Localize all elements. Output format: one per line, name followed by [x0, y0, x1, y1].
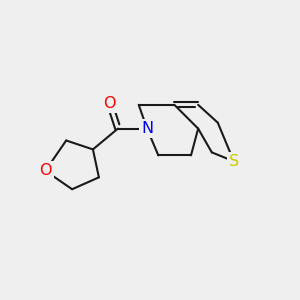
Text: N: N: [141, 121, 153, 136]
Text: S: S: [229, 154, 239, 169]
Text: O: O: [39, 163, 52, 178]
Text: O: O: [103, 96, 116, 111]
